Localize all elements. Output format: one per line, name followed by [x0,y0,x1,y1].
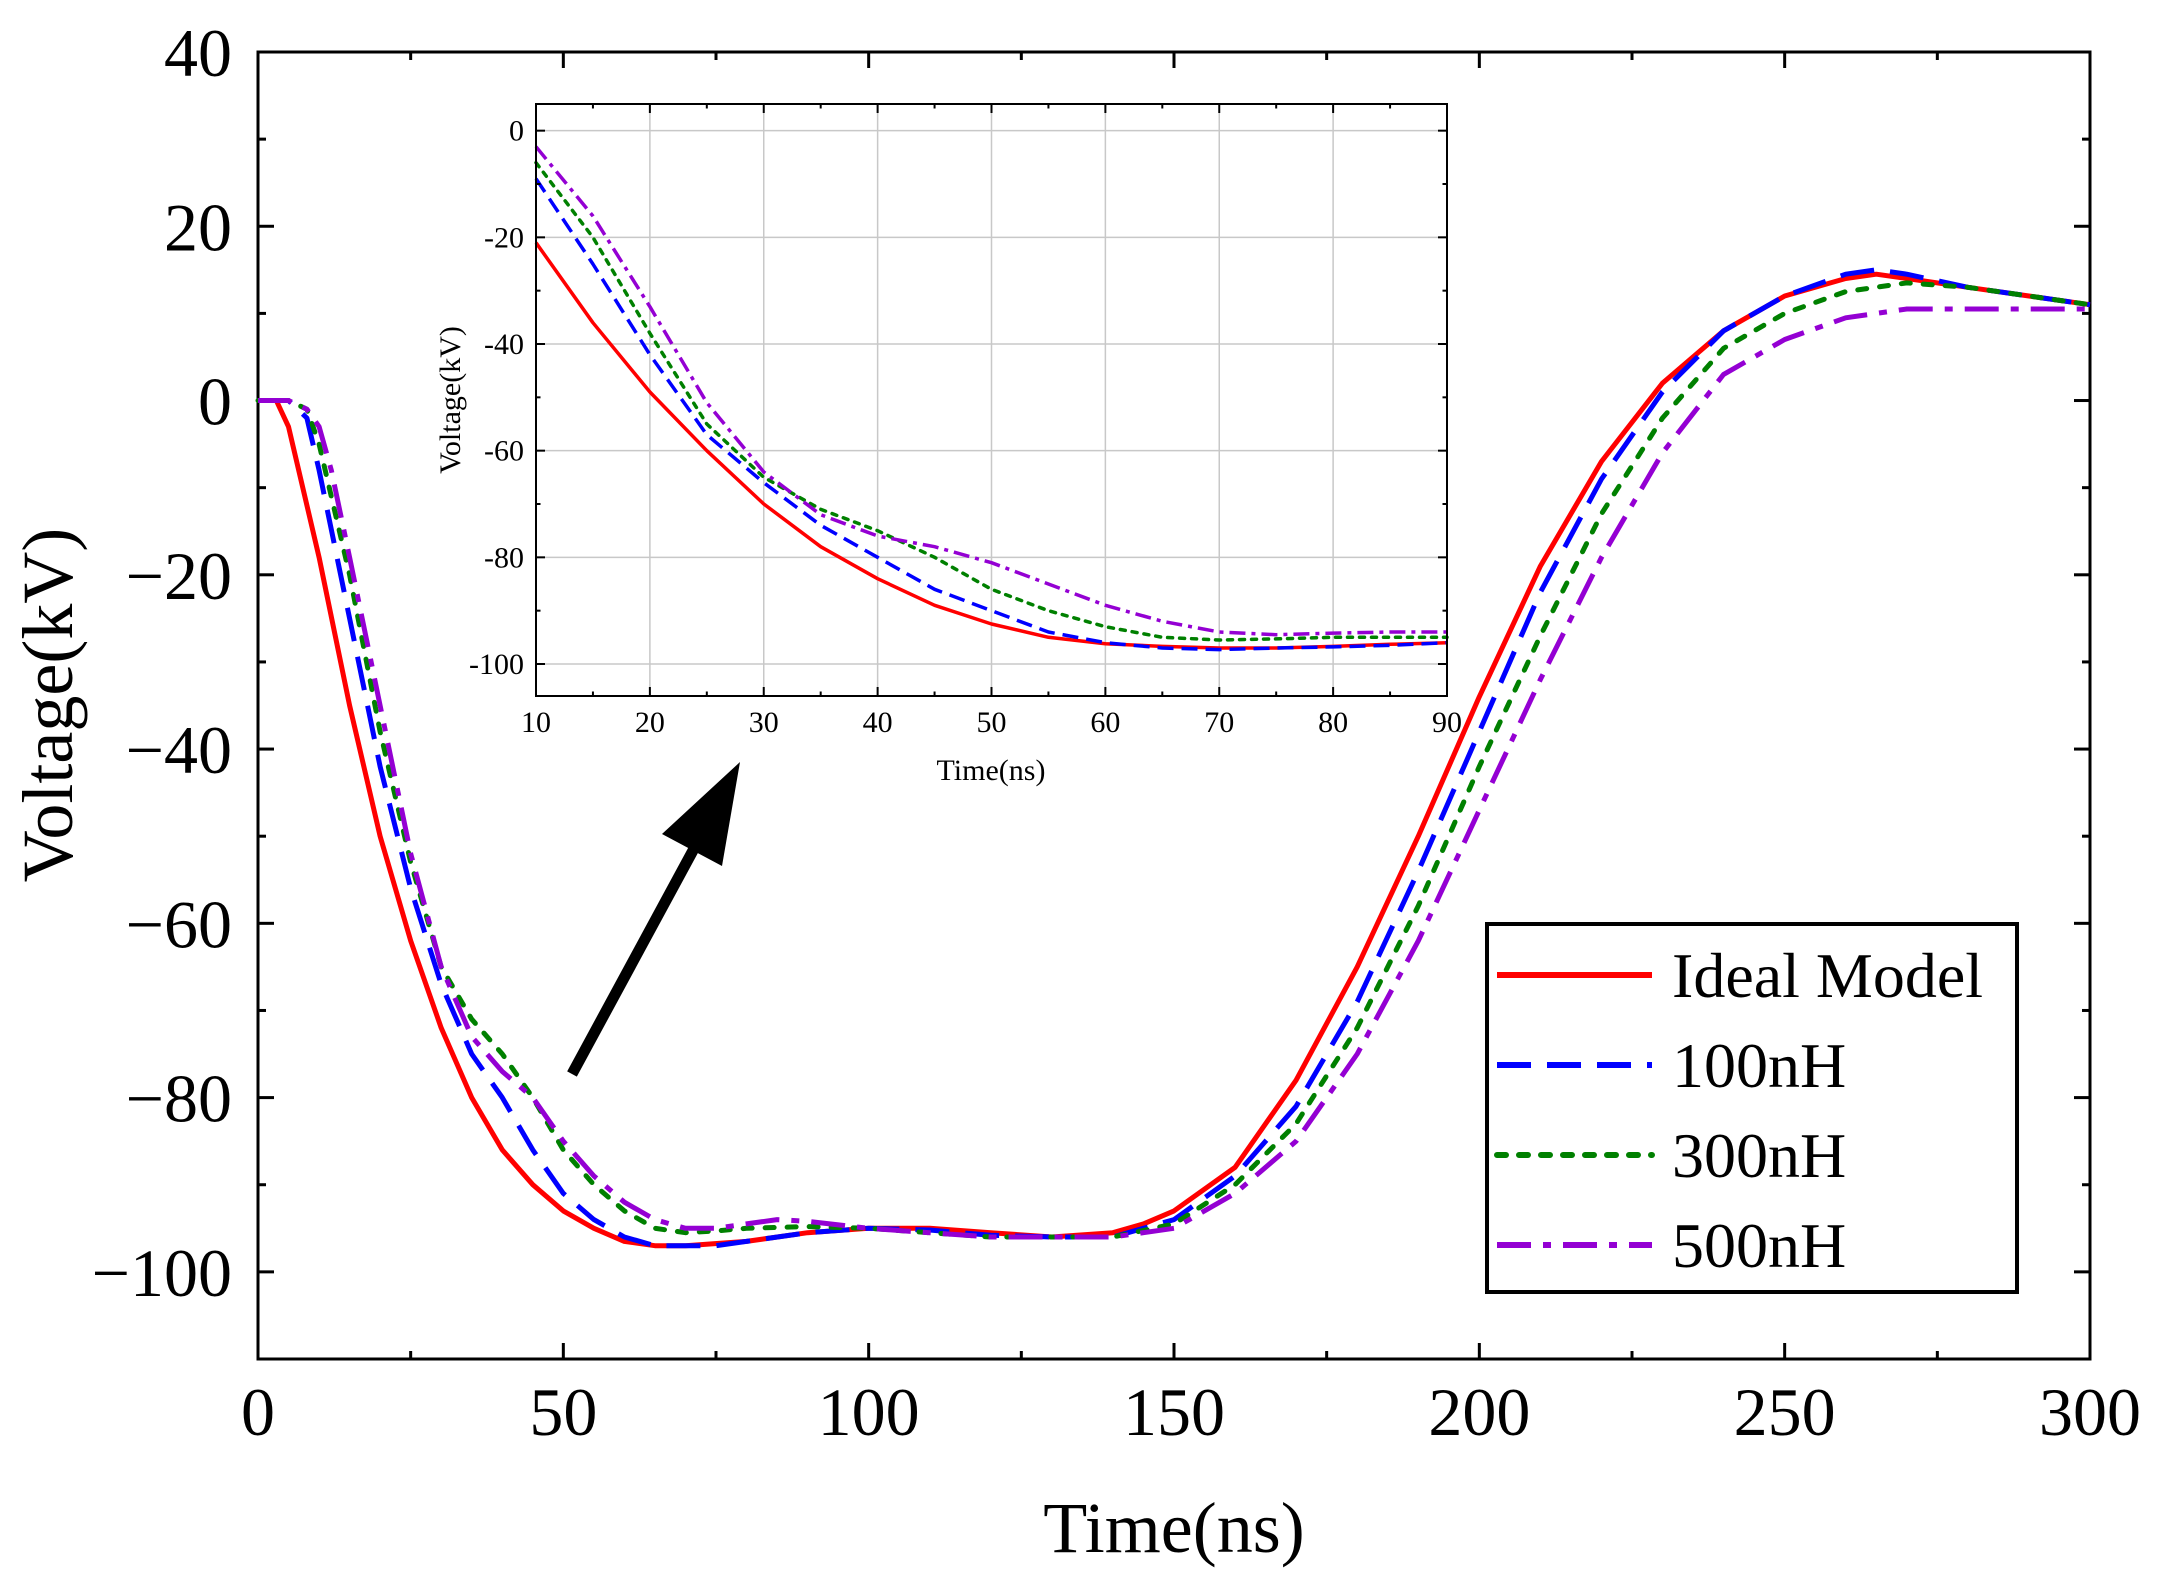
main-series-ideal-model [258,271,2091,1249]
main-x-tick-label-4: 200 [1428,1374,1530,1450]
main-series-500nh [258,306,2090,1240]
inset-series-ideal-model [534,241,1448,650]
inset-x-tick-label-2: 30 [749,706,779,739]
legend-label-500nh: 500nH [1672,1210,1846,1281]
y-axis-title: Voltage(kV) [8,528,88,883]
main-y-tick-label-0: 40 [164,15,232,91]
main-series [255,267,2093,1249]
inset-series-300nh [534,160,1449,642]
inset-y-tick-label-3: -60 [484,435,524,468]
main-x-tick-label-1: 50 [529,1374,597,1450]
inset-x-tick-label-5: 60 [1090,706,1120,739]
main-y-tick-label-1: 20 [164,189,232,265]
inset-x-tick-label-1: 20 [635,706,665,739]
inset-series-100nh [534,177,1448,652]
main-y-tick-label-6: −80 [126,1061,232,1137]
legend-box [1485,922,2019,1294]
main-y-tick-label-5: −60 [126,886,232,962]
inset-y-tick-label-1: -20 [484,221,524,254]
inset-ticks: 10 20 30 40 50 60 70 80 90 0 -20 -40 -60 -80 -100 [469,104,1462,739]
main-x-tick-label-0: 0 [241,1374,275,1450]
main-y-tick-label-7: −100 [92,1235,232,1311]
inset-y-axis-title: Voltage(kV) [434,326,467,474]
inset-arrow [567,762,740,1077]
inset-x-tick-label-8: 90 [1432,706,1462,739]
main-y-tick-label-2: 0 [198,364,232,440]
inset-y-tick-label-5: -100 [469,648,524,681]
inset-series-500nh [534,145,1447,637]
inset-x-tick-label-7: 80 [1318,706,1348,739]
main-x-tick-label-5: 250 [1734,1374,1836,1450]
legend-label-300nh: 300nH [1672,1120,1846,1191]
legend-label-ideal-model: Ideal Model [1672,940,1983,1011]
main-x-tick-label-2: 100 [818,1374,920,1450]
inset-x-tick-label-0: 10 [521,706,551,739]
main-y-tick-label-4: −40 [126,712,232,788]
main-series-100nh [258,267,2091,1249]
inset-y-tick-label-0: 0 [509,115,524,148]
main-x-tick-label-3: 150 [1123,1374,1225,1450]
inset-x-tick-label-6: 70 [1204,706,1234,739]
legend: Ideal Model 100nH 300nH 500nH [1485,922,2019,1294]
inset-y-tick-label-4: -80 [484,541,524,574]
inset-x-tick-label-4: 50 [977,706,1007,739]
inset-x-axis-title: Time(ns) [937,754,1046,787]
x-axis-title: Time(ns) [1043,1488,1304,1568]
main-y-tick-label-3: −20 [126,538,232,614]
inset-y-tick-label-2: -40 [484,328,524,361]
main-x-tick-label-6: 300 [2039,1374,2141,1450]
legend-label-100nh: 100nH [1672,1030,1846,1101]
inset-x-tick-label-3: 40 [863,706,893,739]
inset-series [534,145,1449,652]
